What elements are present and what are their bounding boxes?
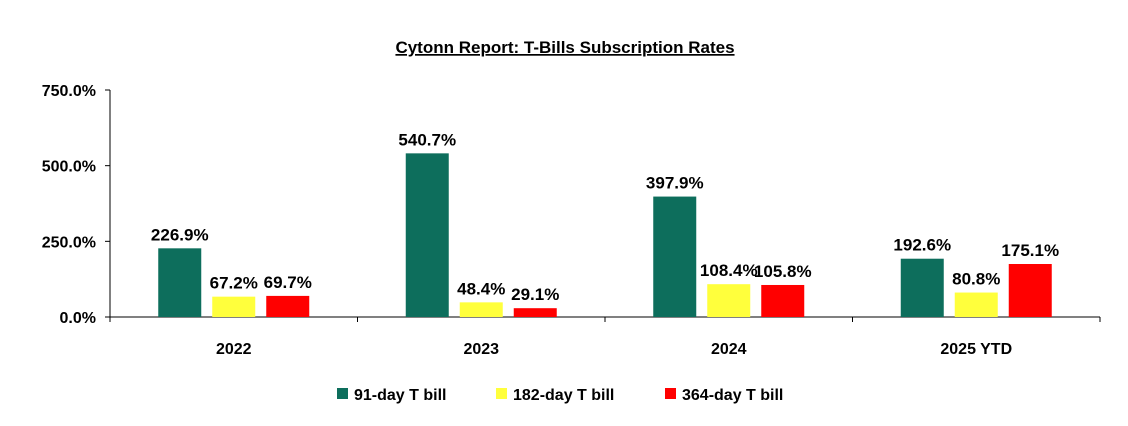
data-label: 67.2%: [210, 274, 258, 293]
bar: [513, 308, 557, 317]
legend-item: 364-day T bill: [665, 387, 783, 404]
legend-swatch: [496, 388, 507, 399]
data-label: 80.8%: [952, 270, 1000, 289]
y-tick-label: 0.0%: [60, 310, 96, 327]
bar: [653, 196, 697, 317]
bar: [158, 248, 202, 317]
legend: 91-day T bill 182-day T bill 364-day T bil…: [337, 387, 783, 404]
y-tick-label: 750.0%: [42, 83, 96, 100]
data-labels: 226.9% 67.2% 69.7% 540.7% 48.4% 29.1% 397.9% 10…: [151, 130, 1059, 304]
bars: [158, 153, 1052, 317]
y-tick-label: 500.0%: [42, 159, 96, 176]
data-label: 397.9%: [646, 174, 704, 193]
x-tick-label: 2025 YTD: [940, 341, 1012, 358]
bar: [761, 284, 805, 317]
legend-label: 182-day T bill: [513, 387, 614, 404]
legend-swatch: [337, 388, 348, 399]
data-label: 108.4%: [700, 261, 758, 280]
legend-item: 91-day T bill: [337, 387, 446, 404]
x-tick-label: 2023: [463, 341, 499, 358]
bar: [266, 295, 310, 317]
data-label: 105.8%: [754, 262, 812, 281]
x-tick-label: 2024: [711, 341, 747, 358]
bar: [1008, 264, 1052, 317]
data-label: 175.1%: [1001, 241, 1059, 260]
legend-item: 182-day T bill: [496, 387, 614, 404]
bar: [459, 302, 503, 317]
chart-title: Cytonn Report: T-Bills Subscription Rate…: [395, 38, 734, 57]
legend-swatch: [665, 388, 676, 399]
data-label: 69.7%: [264, 273, 312, 292]
data-label: 48.4%: [457, 279, 505, 298]
data-label: 192.6%: [893, 236, 951, 255]
bar: [212, 296, 256, 317]
bar: [900, 258, 944, 317]
data-label: 226.9%: [151, 225, 209, 244]
data-label: 29.1%: [511, 285, 559, 304]
x-tick-label: 2022: [216, 341, 252, 358]
data-label: 540.7%: [398, 130, 456, 149]
legend-label: 364-day T bill: [682, 387, 783, 404]
bar: [707, 284, 751, 317]
y-tick-label: 250.0%: [42, 234, 96, 251]
bar: [405, 153, 449, 317]
legend-label: 91-day T bill: [354, 387, 446, 404]
bar: [954, 292, 998, 317]
